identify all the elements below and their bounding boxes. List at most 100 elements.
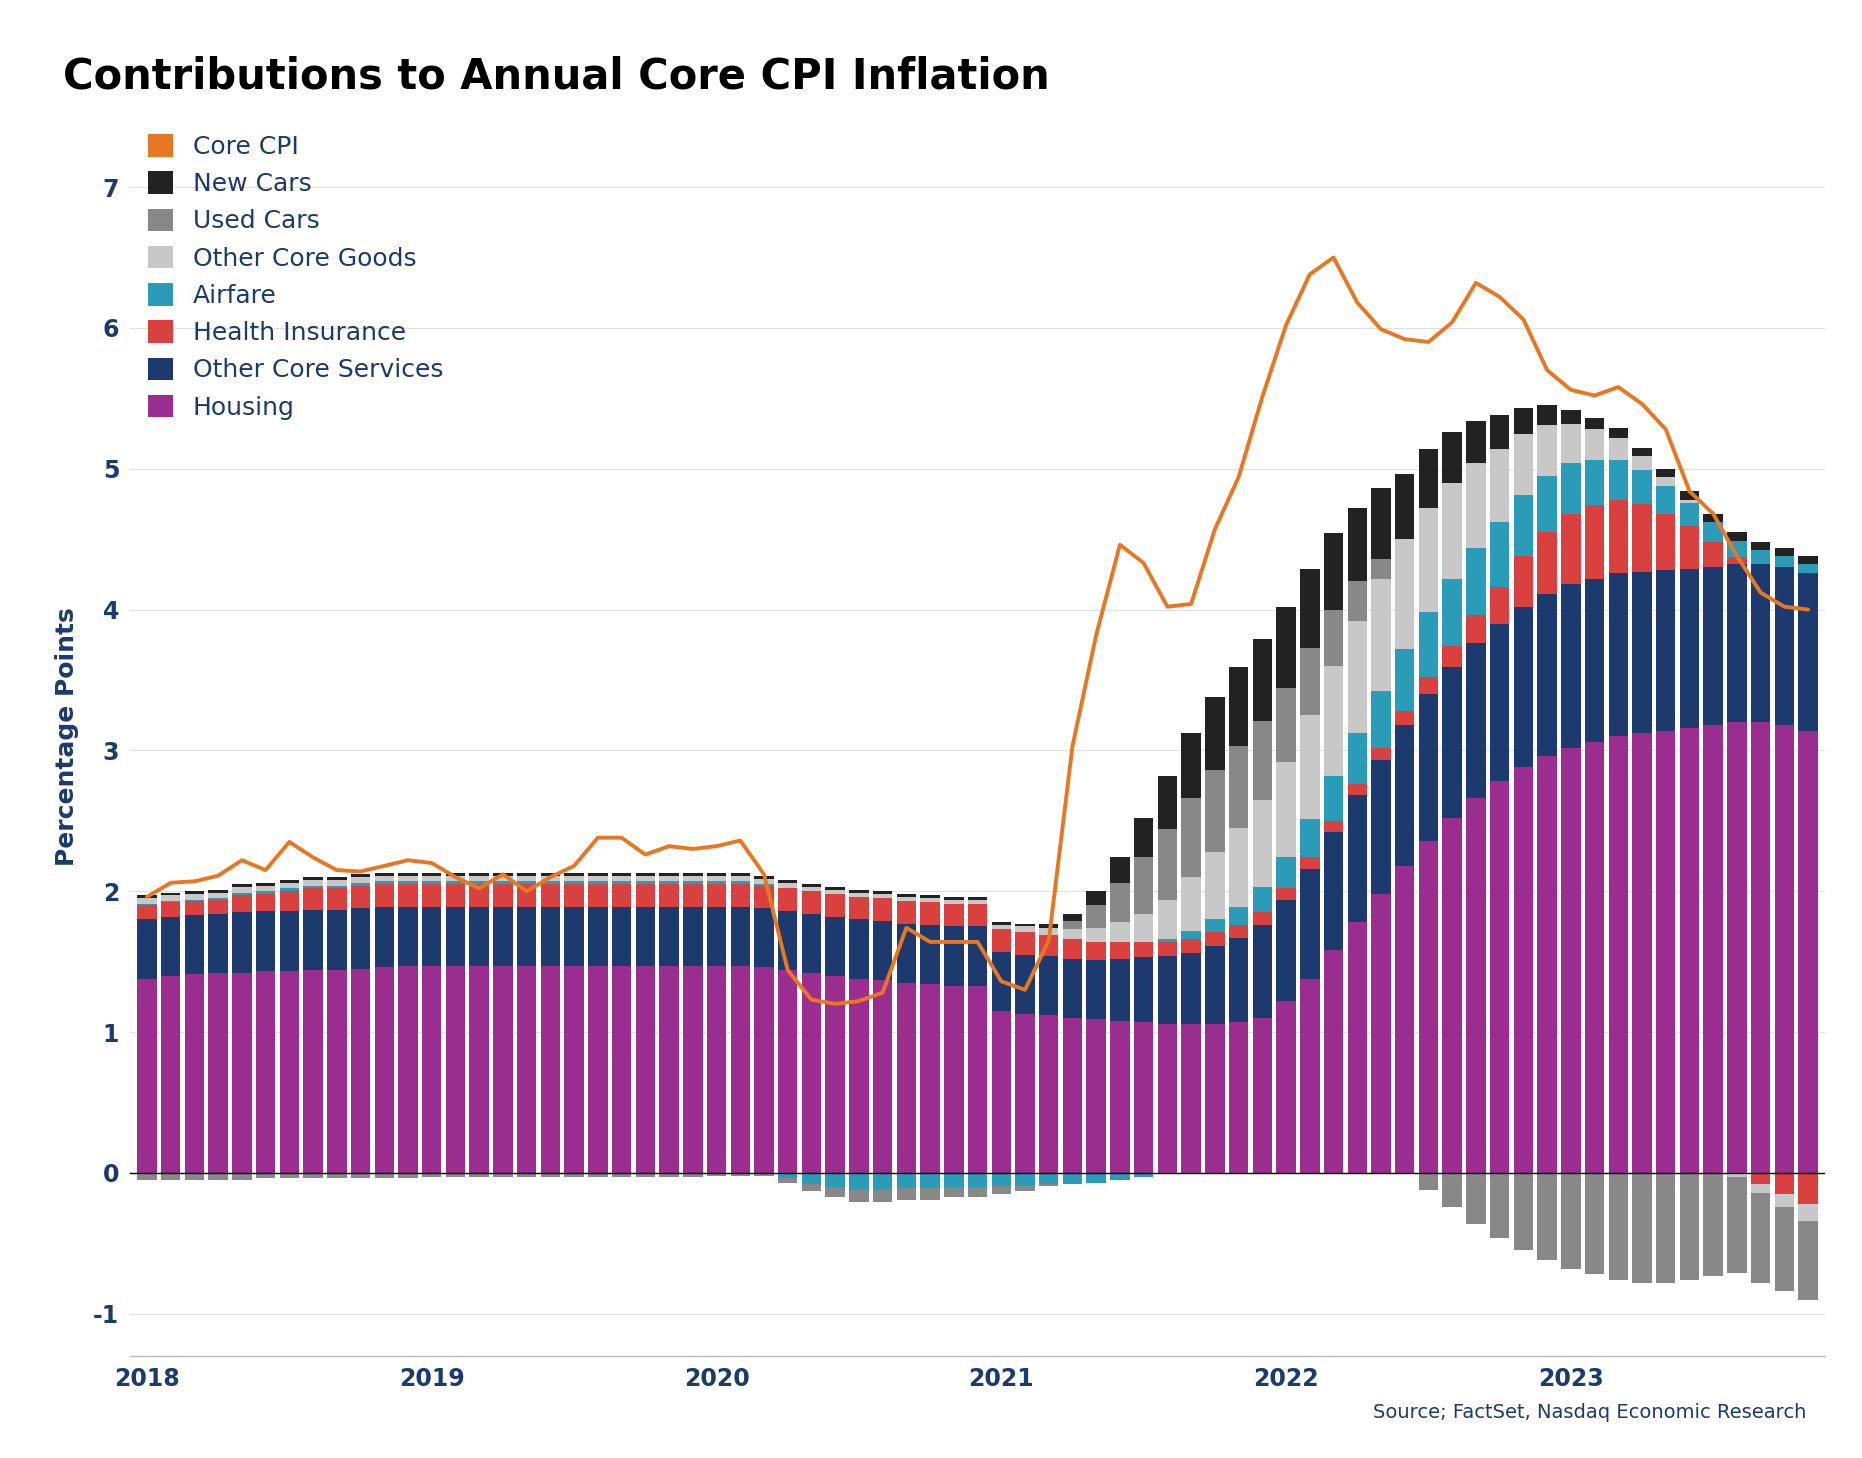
Bar xyxy=(279,1172,300,1178)
Bar xyxy=(304,881,322,885)
Bar xyxy=(1443,483,1462,579)
Bar xyxy=(1419,694,1437,840)
Bar xyxy=(1275,688,1296,761)
Bar xyxy=(1560,410,1581,424)
Bar xyxy=(423,1172,441,1177)
Bar xyxy=(1039,935,1058,956)
Bar xyxy=(1633,1172,1652,1283)
Bar xyxy=(992,1010,1011,1172)
Bar xyxy=(518,1172,536,1177)
Bar xyxy=(445,881,466,884)
Bar xyxy=(1300,647,1320,716)
Bar xyxy=(708,884,726,907)
Bar xyxy=(992,1172,1011,1185)
Bar xyxy=(1181,733,1201,798)
Bar xyxy=(1039,956,1058,1015)
Bar xyxy=(160,903,181,917)
Bar xyxy=(1465,615,1486,643)
Bar xyxy=(564,873,585,876)
Bar xyxy=(730,965,750,1172)
Bar xyxy=(635,907,655,965)
Bar xyxy=(1465,643,1486,798)
Bar xyxy=(518,873,536,876)
Bar xyxy=(1799,564,1817,573)
Legend: Core CPI, New Cars, Used Cars, Other Core Goods, Airfare, Health Insurance, Othe: Core CPI, New Cars, Used Cars, Other Cor… xyxy=(138,124,452,430)
Bar xyxy=(659,876,680,881)
Bar xyxy=(1395,474,1415,539)
Bar xyxy=(1158,942,1177,956)
Bar xyxy=(1205,920,1225,932)
Bar xyxy=(279,971,300,1172)
Bar xyxy=(1229,828,1248,907)
Bar xyxy=(1443,668,1462,818)
Bar xyxy=(1395,539,1415,649)
Bar xyxy=(1490,1172,1510,1238)
Bar xyxy=(1039,927,1058,935)
Bar xyxy=(1087,1019,1106,1172)
Bar xyxy=(1465,798,1486,1172)
Bar xyxy=(613,884,631,907)
Bar xyxy=(1181,799,1201,878)
Bar xyxy=(445,907,466,965)
Bar xyxy=(328,878,346,881)
Bar xyxy=(825,889,845,894)
Bar xyxy=(1300,569,1320,647)
Bar xyxy=(897,1172,916,1188)
Bar xyxy=(1704,522,1722,542)
Bar xyxy=(469,876,490,881)
Bar xyxy=(304,885,322,888)
Bar xyxy=(398,965,417,1172)
Bar xyxy=(1015,1185,1035,1191)
Bar xyxy=(1134,958,1153,1022)
Bar xyxy=(1490,522,1510,588)
Bar xyxy=(873,980,892,1172)
Bar xyxy=(1370,558,1391,579)
Bar xyxy=(1609,736,1627,1172)
Bar xyxy=(992,1185,1011,1194)
Bar xyxy=(1205,932,1225,946)
Bar xyxy=(730,881,750,884)
Bar xyxy=(730,907,750,965)
Bar xyxy=(1348,923,1367,1172)
Bar xyxy=(992,952,1011,1010)
Bar xyxy=(920,984,940,1172)
Bar xyxy=(184,901,205,916)
Bar xyxy=(1443,1172,1462,1207)
Bar xyxy=(1655,570,1676,730)
Y-axis label: Percentage Points: Percentage Points xyxy=(56,607,80,866)
Bar xyxy=(1110,1021,1130,1172)
Bar xyxy=(423,873,441,876)
Bar xyxy=(803,914,821,972)
Bar xyxy=(374,881,395,884)
Bar xyxy=(1348,621,1367,733)
Bar xyxy=(1609,461,1627,500)
Bar xyxy=(374,967,395,1172)
Bar xyxy=(1087,1172,1106,1182)
Bar xyxy=(540,965,560,1172)
Bar xyxy=(754,885,775,908)
Bar xyxy=(138,920,156,978)
Bar xyxy=(1704,1174,1722,1276)
Bar xyxy=(1538,1172,1557,1260)
Bar xyxy=(825,1187,845,1197)
Bar xyxy=(1799,1220,1817,1299)
Bar xyxy=(1300,819,1320,857)
Bar xyxy=(1158,830,1177,900)
Bar xyxy=(1370,748,1391,760)
Bar xyxy=(1443,646,1462,668)
Bar xyxy=(1585,418,1605,429)
Bar xyxy=(1229,668,1248,746)
Bar xyxy=(1419,612,1437,677)
Bar xyxy=(920,1188,940,1200)
Bar xyxy=(1490,416,1510,449)
Bar xyxy=(1253,886,1272,913)
Bar xyxy=(374,907,395,967)
Bar xyxy=(992,923,1011,924)
Bar xyxy=(1275,888,1296,900)
Bar xyxy=(588,907,607,965)
Bar xyxy=(423,876,441,881)
Bar xyxy=(1680,728,1700,1172)
Bar xyxy=(1774,1194,1795,1207)
Bar xyxy=(683,884,702,907)
Bar xyxy=(469,884,490,907)
